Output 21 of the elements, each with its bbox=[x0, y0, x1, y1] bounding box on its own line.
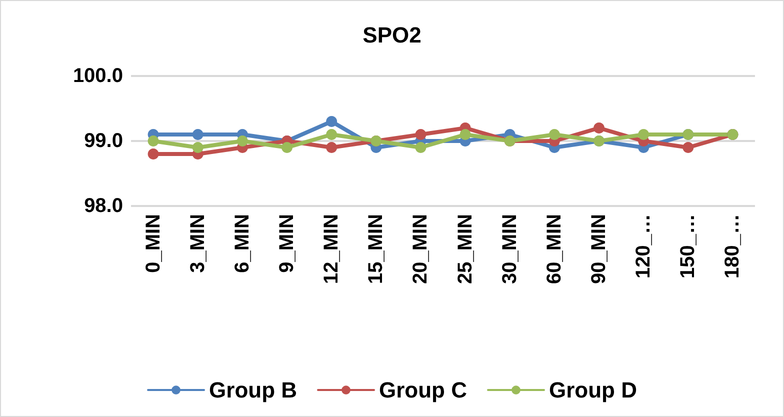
y-tick-label: 100.0 bbox=[72, 65, 123, 87]
legend-label: Group C bbox=[379, 378, 468, 402]
x-tick-label: 20_MIN bbox=[410, 214, 432, 284]
x-tick-label: 180_… bbox=[722, 214, 744, 278]
x-tick-label: 0_MIN bbox=[142, 214, 164, 273]
x-tick-label: 30_MIN bbox=[498, 214, 521, 284]
y-tick-label: 99.0 bbox=[84, 130, 123, 152]
x-tick-label: 15_MIN bbox=[365, 214, 388, 284]
x-tick-label: 60_MIN bbox=[543, 214, 566, 284]
legend-label: Group B bbox=[209, 378, 298, 402]
x-tick-label: 3_MIN bbox=[186, 214, 209, 273]
x-tick-label: 90_MIN bbox=[588, 214, 610, 284]
y-tick-label: 98.0 bbox=[84, 195, 123, 217]
x-tick-label: 150_… bbox=[677, 214, 700, 278]
x-tick-label: 120_… bbox=[632, 214, 655, 278]
x-tick-label: 12_MIN bbox=[320, 214, 343, 284]
x-tick-label: 6_MIN bbox=[231, 214, 254, 273]
chart-title: SPO2 bbox=[362, 22, 422, 48]
x-tick-label: 25_MIN bbox=[454, 214, 476, 284]
legend-label: Group D bbox=[548, 378, 637, 402]
x-tick-label: 9_MIN bbox=[276, 214, 298, 273]
